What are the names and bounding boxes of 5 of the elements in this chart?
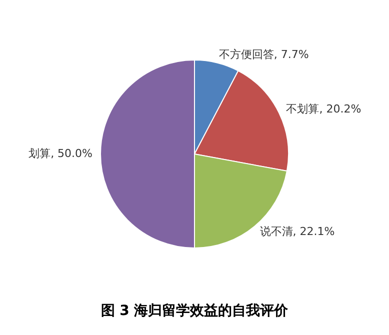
slice-label: 不划算, 20.2% [286, 102, 362, 116]
slice-label: 不方便回答, 7.7% [218, 48, 309, 61]
text: 图 3 海归留学效益的自我评价 [100, 302, 290, 320]
slice-label: 说不清, 22.1% [260, 225, 335, 238]
slice-label: 划算, 50.0% [28, 146, 92, 160]
